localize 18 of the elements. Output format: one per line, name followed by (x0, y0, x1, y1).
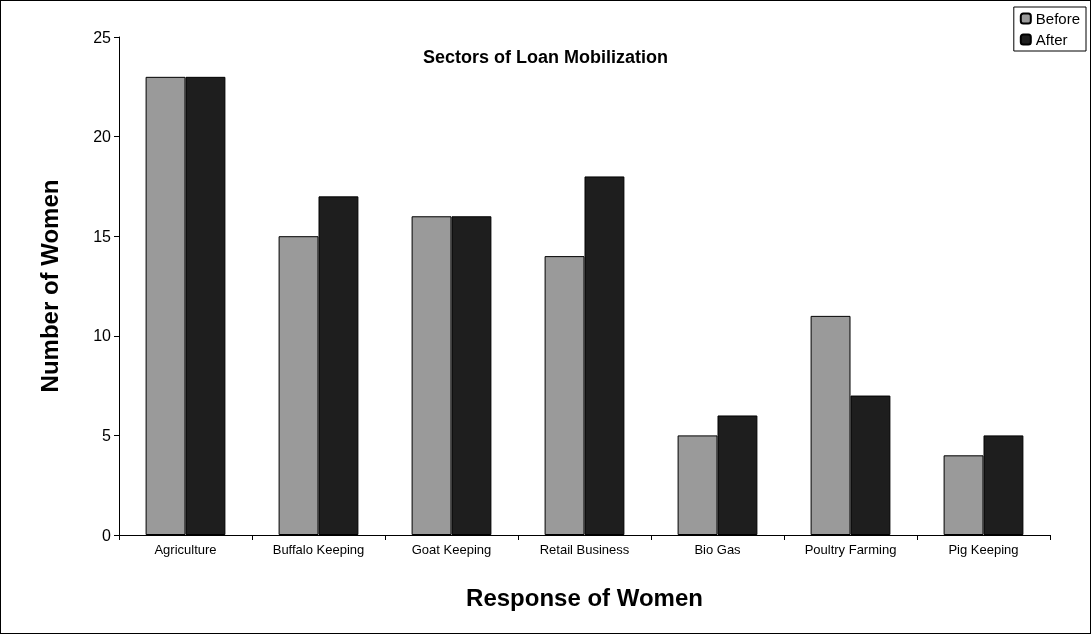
x-tick-label: Agriculture (154, 542, 217, 557)
y-tick-label: 0 (102, 526, 112, 544)
x-tick-label: Poultry Farming (804, 542, 897, 557)
x-tick-label: Pig Keeping (948, 542, 1019, 557)
y-tick-label: 5 (102, 426, 112, 444)
x-tick-label: Bio Gas (694, 542, 742, 557)
y-tick-label: 10 (93, 327, 112, 345)
y-tick-label: 15 (93, 227, 112, 245)
x-tick-label: Retail Business (539, 542, 630, 557)
text: Sectors of Loan Mobilization (422, 47, 669, 67)
y-axis-title: Number of Women (35, 179, 63, 393)
y-tick-label: 20 (93, 128, 112, 146)
x-axis-title: Response of Women (466, 583, 703, 611)
legend-label: Before (1035, 10, 1081, 27)
y-tick-label: 25 (93, 28, 112, 46)
x-tick-label: Goat Keeping (411, 542, 492, 557)
x-tick-label: Buffalo Keeping (272, 542, 365, 557)
legend-label: After (1035, 31, 1068, 48)
